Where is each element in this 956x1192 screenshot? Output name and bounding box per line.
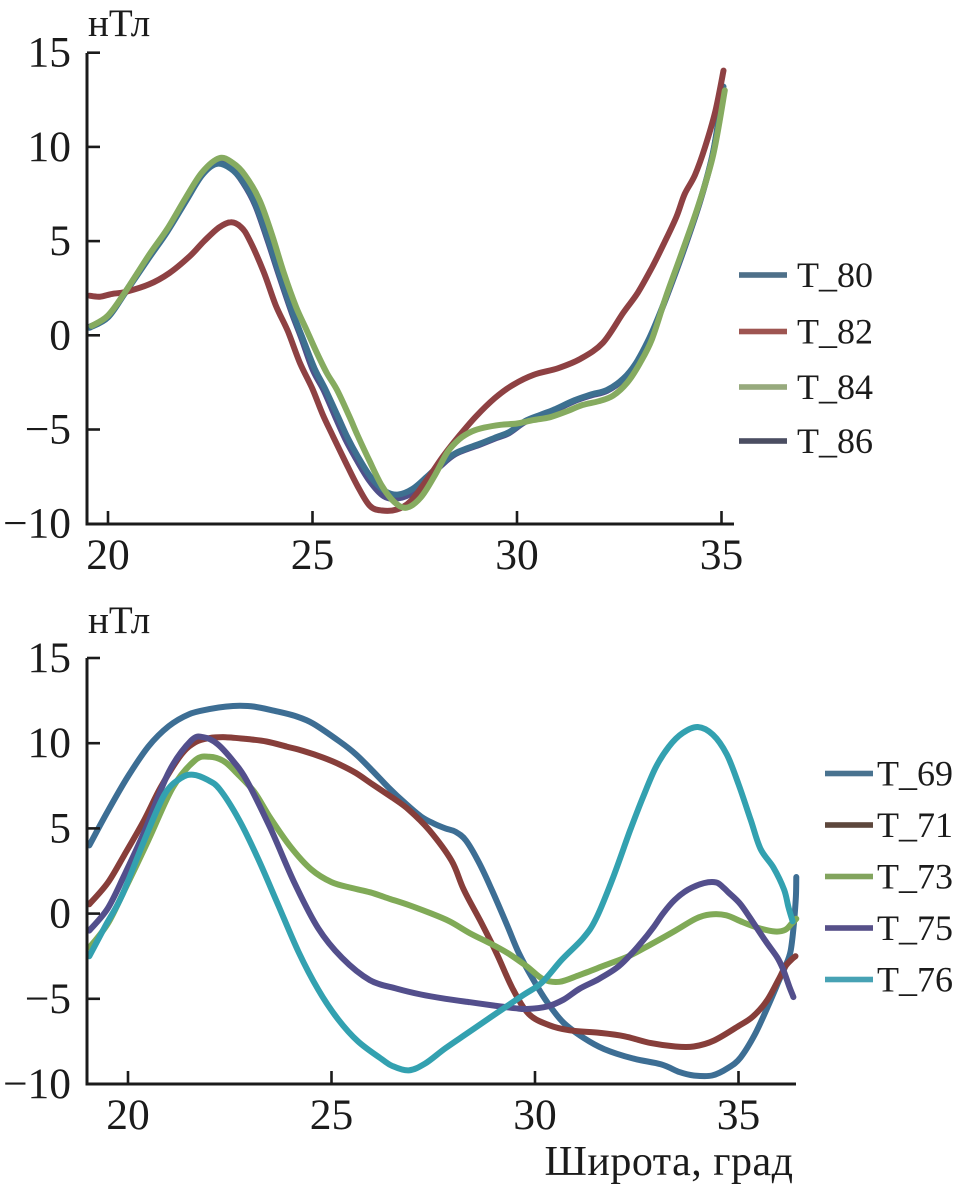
legend-swatch-T_75 [825,925,873,931]
x-tick-label: 30 [513,1091,557,1139]
y-tick-label: 15 [28,29,72,77]
y-tick-label: 0 [49,890,71,938]
legend-label-T_86: T_86 [797,421,873,461]
series-T_80-line [86,83,727,498]
legend-swatch-T_71 [825,822,873,828]
x-tick-label: 25 [291,531,335,579]
x-tick-label: 20 [86,531,130,579]
bottom-y-axis-title: нТл [88,599,150,642]
series-T_76-line [86,723,796,1074]
top-legend: T_80 T_82 T_84 T_86 [739,255,873,461]
top-axes: 15 10 5 0 −5 −10 20 25 30 35 [3,29,743,579]
y-tick-label: 5 [49,804,71,852]
legend-swatch-T_80 [739,272,787,278]
x-tick-label: 30 [495,531,539,579]
y-tick-label: −5 [25,406,71,454]
legend-swatch-T_76 [825,976,873,983]
x-tick-label: 20 [106,1091,150,1139]
bottom-axes: 15 10 5 0 −5 −10 20 25 30 35 [3,634,796,1139]
y-tick-label: −5 [25,975,71,1023]
legend-label-T_75: T_75 [877,908,953,948]
top-y-axis-title: нТл [88,2,150,45]
legend-swatch-T_82 [739,328,787,335]
bottom-x-axis-title: Широта, град [544,1139,793,1185]
legend-label-T_71: T_71 [877,805,953,845]
legend-swatch-T_73 [825,873,873,880]
legend-label-T_69: T_69 [877,754,953,794]
series-T_69-line [86,702,800,1080]
y-tick-label: 15 [28,634,72,682]
legend-label-T_82: T_82 [797,312,873,352]
x-tick-label: 35 [700,531,744,579]
series-T_86-line [86,89,726,502]
legend-label-T_76: T_76 [877,960,953,1000]
series-T_73-line [86,753,800,986]
y-tick-label: 5 [49,217,71,265]
y-tick-label: 10 [28,719,72,767]
legend-label-T_80: T_80 [797,255,873,295]
legend-swatch-T_69 [825,770,873,777]
series-T_75-line [86,733,797,1013]
bottom-legend: T_69 T_71 T_73 T_75 T_76 [825,754,953,1000]
top-curves [86,67,728,514]
series-T_84-line [88,87,728,511]
legend-label-T_73: T_73 [877,857,953,897]
bottom-curves [86,702,800,1080]
y-tick-label: −10 [3,1060,71,1108]
x-tick-label: 25 [310,1091,354,1139]
legend-swatch-T_84 [739,384,787,390]
top-chart: 15 10 5 0 −5 −10 20 25 30 35 нТл T_80 T_82 T_84 T_86 [3,2,873,579]
series-T_82-line [86,67,727,514]
y-tick-label: −10 [3,500,71,548]
y-tick-label: 10 [28,123,72,171]
legend-swatch-T_86 [739,438,787,444]
legend-label-T_84: T_84 [797,367,873,407]
x-tick-label: 35 [717,1091,761,1139]
y-tick-label: 0 [49,311,71,359]
